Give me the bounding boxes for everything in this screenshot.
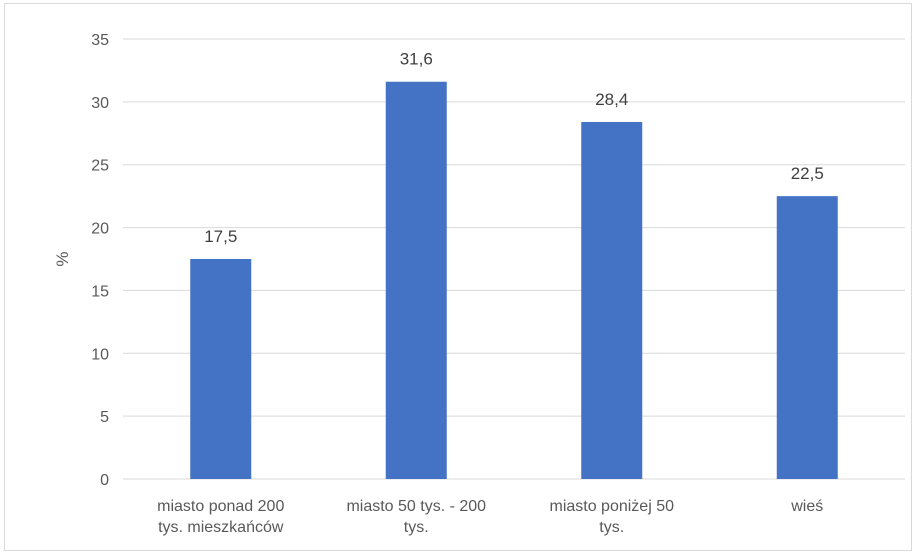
- x-tick-label: miasto 50 tys. - 200 tys.: [346, 498, 486, 536]
- x-tick-label-line: miasto poniżej 50: [549, 498, 674, 515]
- x-tick-label: miasto poniżej 50 tys.: [549, 498, 674, 536]
- x-tick-label-line: tys.: [404, 519, 429, 536]
- x-tick-label-line: tys.: [599, 519, 624, 536]
- y-axis-title: %: [53, 251, 72, 266]
- bar: [581, 121, 643, 479]
- x-axis-ticks: miasto ponad 200 tys. mieszkańców miasto 5…: [157, 498, 823, 536]
- data-label: 31,6: [400, 50, 433, 69]
- data-label: 22,5: [791, 164, 824, 183]
- y-tick-label: 5: [100, 409, 109, 426]
- bar: [776, 196, 838, 479]
- y-tick-label: 0: [100, 472, 109, 489]
- bars: [190, 81, 838, 479]
- y-tick-label: 35: [91, 32, 109, 49]
- data-label: 28,4: [595, 90, 628, 109]
- bar: [385, 81, 447, 479]
- x-tick-label-line: tys. mieszkańców: [158, 519, 284, 536]
- gridlines: [123, 38, 905, 480]
- x-tick-label-line: wieś: [790, 498, 823, 515]
- y-axis-ticks: 0 5 10 15 20 25 30 35: [91, 32, 109, 489]
- chart-frame: 0 5 10 15 20 25 30 35 17,5 31,6 28,4 22,5 miasto p…: [4, 3, 912, 551]
- data-label: 17,5: [204, 227, 237, 246]
- bar: [190, 259, 252, 479]
- y-tick-label: 20: [91, 221, 109, 238]
- y-tick-label: 10: [91, 346, 109, 363]
- y-tick-label: 15: [91, 283, 109, 300]
- data-labels: 17,5 31,6 28,4 22,5: [204, 50, 824, 246]
- x-tick-label-line: miasto ponad 200: [157, 498, 284, 515]
- x-tick-label: miasto ponad 200 tys. mieszkańców: [157, 498, 284, 536]
- bar-chart: 0 5 10 15 20 25 30 35 17,5 31,6 28,4 22,5 miasto p…: [53, 32, 905, 536]
- y-tick-label: 30: [91, 95, 109, 112]
- y-tick-label: 25: [91, 158, 109, 175]
- x-tick-label-line: miasto 50 tys. - 200: [346, 498, 486, 515]
- x-tick-label: wieś: [790, 498, 823, 515]
